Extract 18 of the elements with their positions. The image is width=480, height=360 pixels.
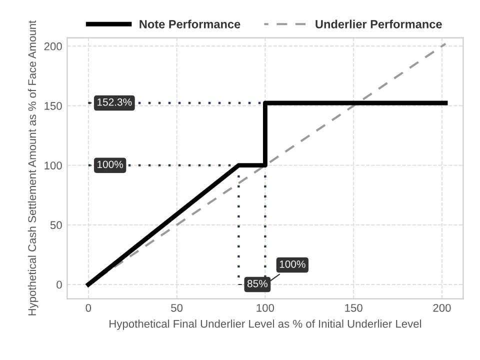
annotation: 100% (98, 160, 124, 168)
annotation: 85% (247, 280, 268, 288)
x-tick-label: 150 (345, 304, 362, 312)
y-tick-label: 200 (44, 42, 62, 50)
legend-label: Underlier Performance (316, 20, 442, 28)
x-tick-label: 0 (86, 304, 92, 312)
x-tick-label: 50 (171, 304, 183, 312)
annotation: 100% (280, 260, 306, 268)
annotation: 152.3% (98, 98, 132, 106)
x-tick-label: 100 (256, 304, 274, 312)
y-tick-label: 50 (50, 221, 62, 230)
y-tick-label: 150 (44, 102, 62, 110)
y-tick-label: 0 (56, 280, 62, 289)
y-axis-title: Hypothetical Cash Settlement Amount as % of Face Amount (28, 20, 38, 316)
legend-label: Note Performance (140, 20, 240, 28)
x-axis-title: Hypothetical Final Underlier Level as % of Initial Underlier Level (110, 320, 422, 330)
y-tick-label: 100 (44, 162, 62, 170)
x-tick-label: 200 (433, 304, 451, 312)
